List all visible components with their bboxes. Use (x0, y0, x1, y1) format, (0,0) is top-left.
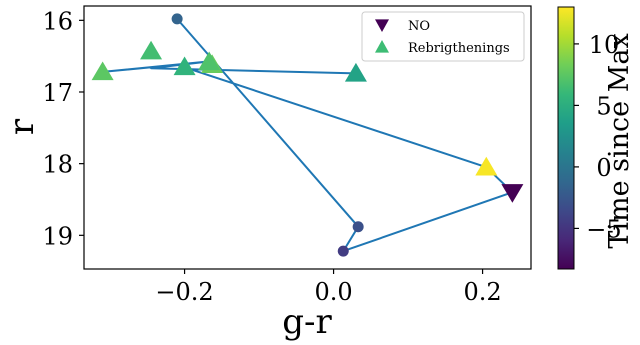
legend-label: NO (408, 19, 430, 34)
circle-marker (337, 245, 349, 257)
circle-marker (171, 13, 183, 25)
legend-marker (375, 19, 389, 32)
y-axis-ticks: 16 17 18 19 (42, 7, 84, 250)
x-tick-label: 0.2 (463, 278, 501, 306)
x-tick-label: 0.0 (314, 278, 352, 306)
circle-marker (352, 221, 364, 233)
colorbar-tick-label: 5 (596, 92, 611, 120)
rebrightening-marker (91, 61, 114, 81)
x-tick-label: −0.2 (155, 278, 213, 306)
y-tick-label: 18 (42, 151, 73, 179)
colorbar-fill (557, 6, 575, 270)
colorbar-ticks: −5 0 5 10 (574, 31, 622, 243)
y-tick-label: 17 (42, 79, 73, 107)
x-axis-ticks: −0.2 0.0 0.2 (155, 269, 502, 306)
plot-area: −0.2 0.0 0.2 16 17 18 19 (42, 5, 532, 306)
no-marker (501, 184, 524, 203)
rebrightening-marker (198, 51, 221, 71)
colorbar-tick-label: −5 (586, 215, 621, 243)
colorbar-tick-label: 0 (596, 154, 611, 182)
colorbar-title: Time since Max (604, 33, 635, 248)
legend-entries: NO Rebrigthenings (375, 19, 510, 56)
y-axis-title: r (2, 118, 42, 135)
legend-marker (375, 40, 389, 53)
y-tick-label: 19 (42, 222, 73, 250)
colorbar: −5 0 5 10 Time since Max (557, 6, 635, 270)
plot-frame (83, 5, 532, 270)
rebrightening-marker (173, 56, 196, 76)
legend-frame (361, 11, 525, 62)
y-tick-label: 16 (42, 7, 73, 35)
rebrightening-marker (140, 40, 163, 60)
legend: NO Rebrigthenings (361, 11, 525, 62)
markers-layer (91, 13, 524, 257)
rebrightening-marker (475, 156, 498, 176)
colorbar-tick-label: 10 (589, 31, 620, 59)
legend-label: Rebrigthenings (408, 41, 510, 56)
x-axis-title: g-r (282, 302, 332, 342)
rebrightening-marker (344, 62, 367, 82)
